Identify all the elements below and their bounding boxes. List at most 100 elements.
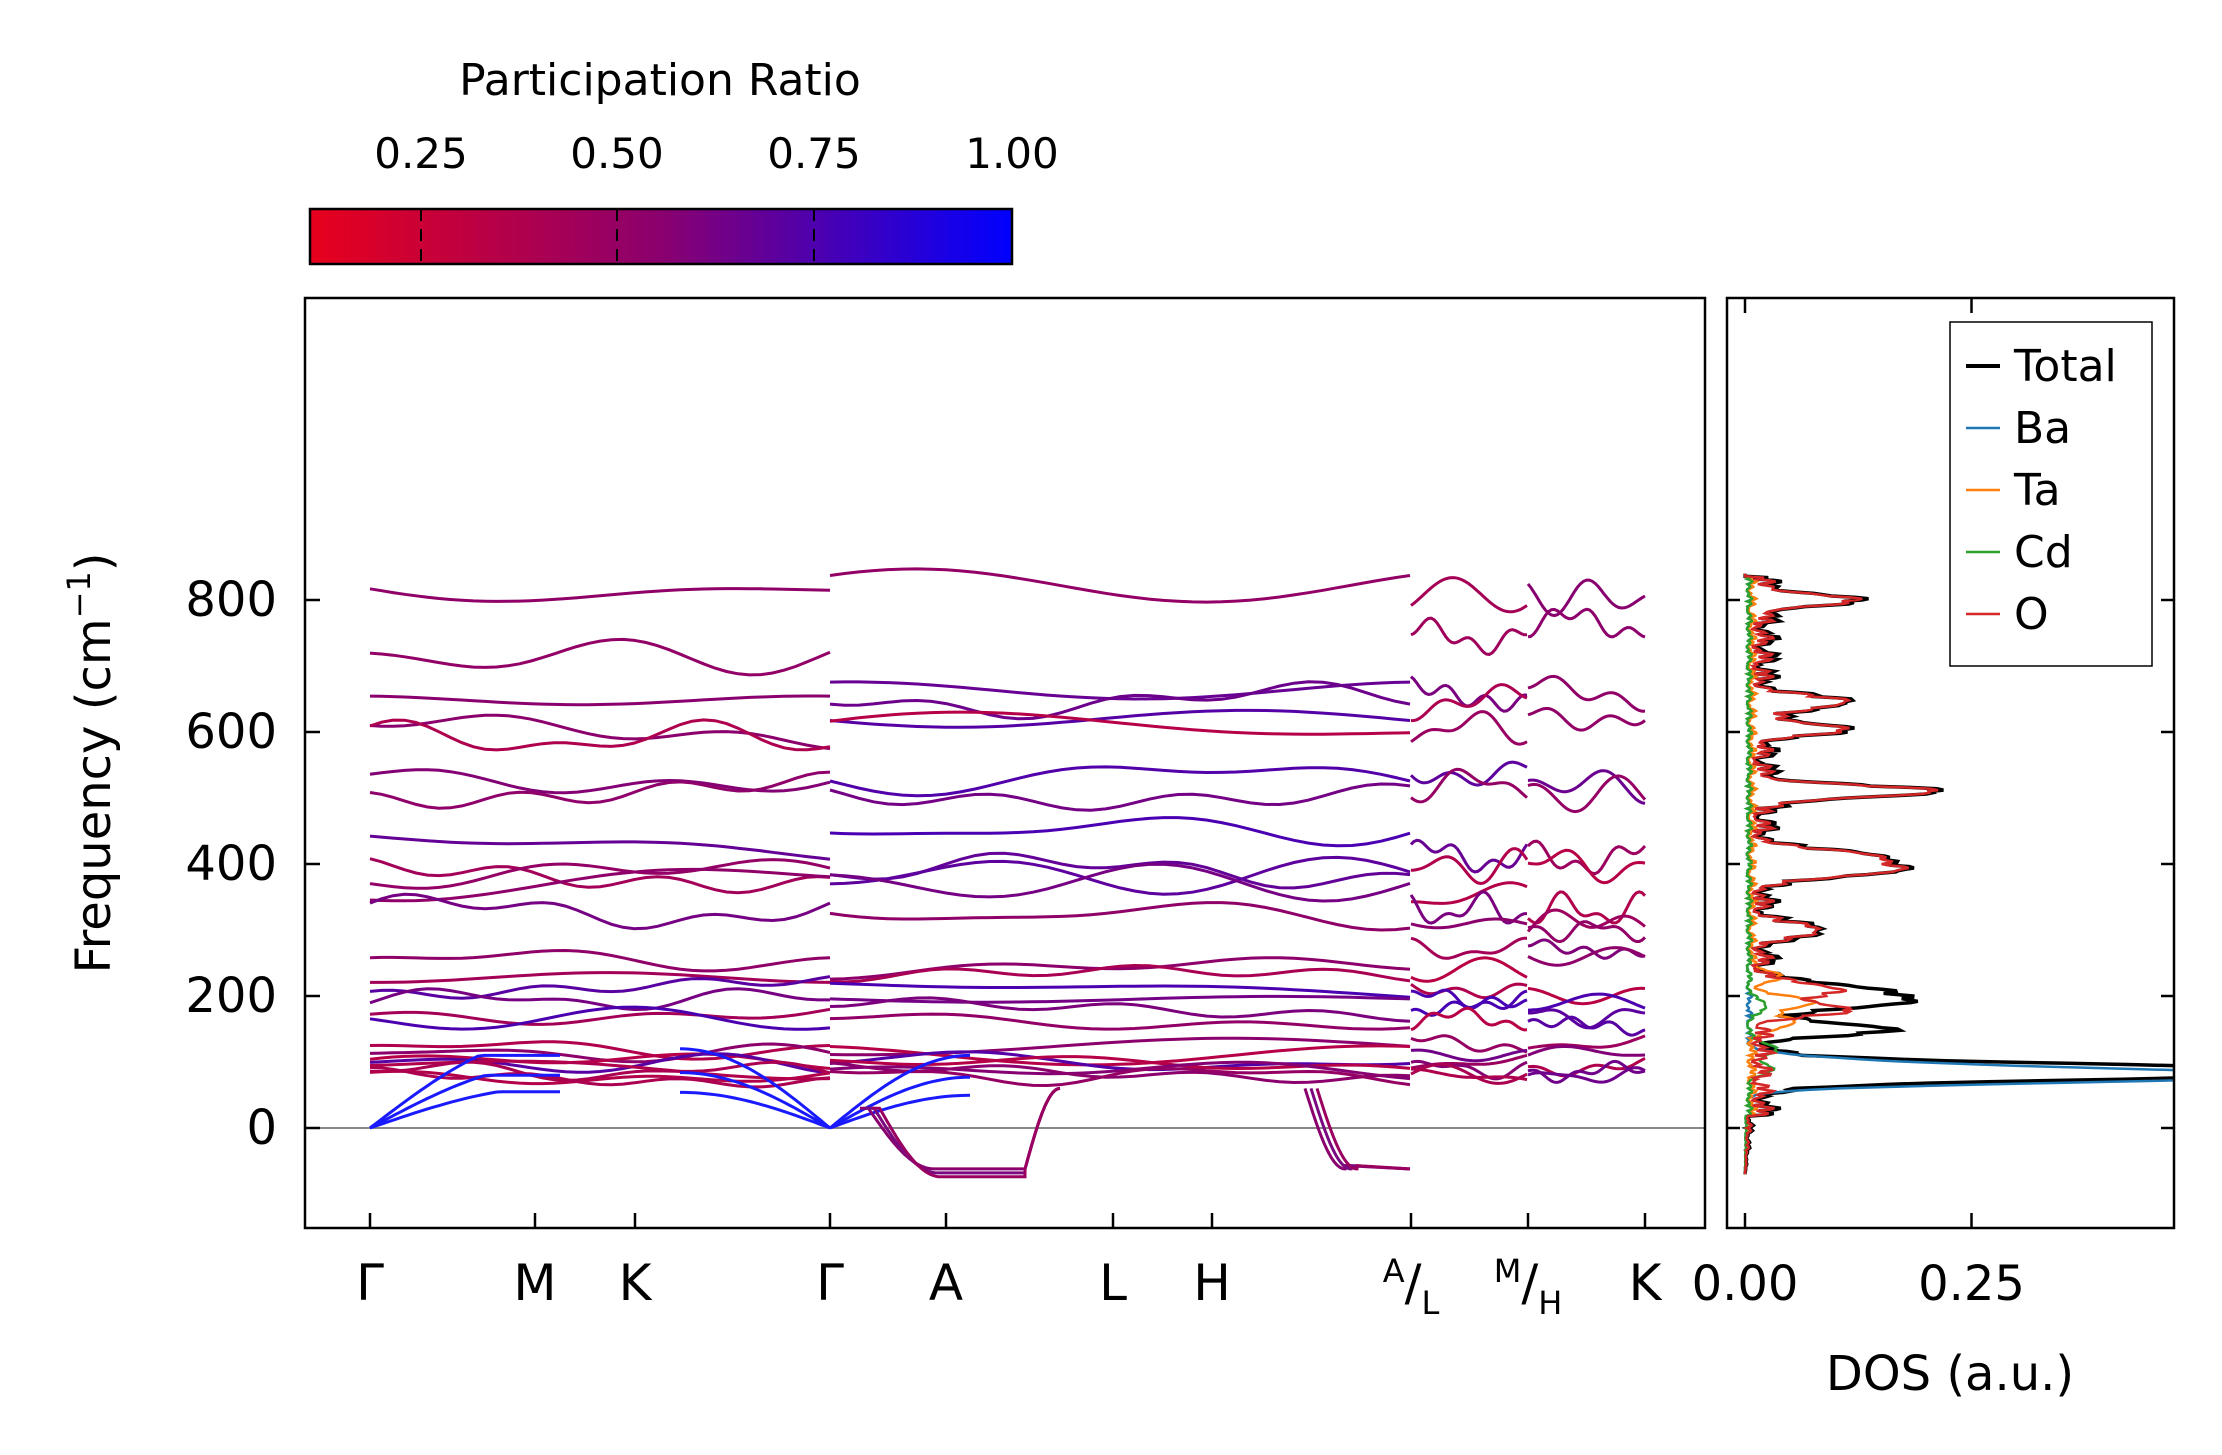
band-line (1410, 956, 1528, 983)
band-line (1410, 616, 1527, 656)
band-line (1411, 881, 1528, 905)
band-line (369, 834, 831, 861)
y-tick-label: 200 (185, 968, 277, 1024)
dos-lines (1741, 573, 2174, 1175)
legend-label: O (2014, 589, 2049, 640)
band-line (369, 975, 831, 1000)
dos-axes-frame (1725, 296, 2176, 1230)
band-line (1527, 774, 1647, 814)
band-line (829, 1066, 1411, 1088)
colorbar-tick-label: 1.00 (965, 129, 1059, 178)
band-line (829, 816, 1411, 848)
x-tick-superscript: A (1383, 1252, 1405, 1290)
x-tick-slash: / (1405, 1254, 1422, 1312)
band-line (1527, 1045, 1646, 1057)
x-tick-label: M/H (1494, 1252, 1563, 1322)
soft-mode-line (1315, 1087, 1411, 1171)
colorbar-title: Participation Ratio (459, 55, 861, 106)
acoustic-band-line (680, 1071, 831, 1130)
soft-mode-line (866, 1086, 1061, 1175)
x-tick-label: K (619, 1254, 653, 1312)
legend-label: Ta (2013, 465, 2061, 516)
band-line (829, 1012, 1411, 1031)
band-line (829, 862, 1411, 903)
band-line (829, 680, 1411, 701)
band-y-axis-label: Frequency (cm−1) (60, 552, 122, 973)
band-line (1527, 890, 1647, 925)
band-line (1527, 1059, 1646, 1084)
dos-panel: 0.00 0.25 DOS (a.u.) Total Ba Ta Cd O (1692, 296, 2176, 1402)
colorbar-tick-label: 0.75 (767, 129, 861, 178)
band-line (1410, 917, 1528, 930)
band-line (829, 901, 1411, 932)
acoustic-band-line (829, 1075, 970, 1130)
band-line (369, 948, 831, 973)
band-y-axis: 0 200 400 600 800 (185, 572, 320, 1156)
band-line (1410, 982, 1528, 1000)
band-line (829, 680, 1411, 721)
band-line (369, 1052, 831, 1075)
colorbar-ticks: 0.25 0.50 0.75 1.00 (374, 129, 1059, 264)
x-tick-label: K (1629, 1254, 1663, 1312)
band-line (1527, 992, 1646, 1012)
acoustic-band-line (369, 1090, 560, 1130)
acoustic-band-line (369, 1053, 560, 1130)
dos-x-axis: 0.00 0.25 (1692, 298, 2025, 1312)
band-line (829, 708, 1411, 729)
y-tick-label: 0 (246, 1100, 277, 1156)
band-line (1527, 1066, 1646, 1084)
band-line (1527, 946, 1646, 967)
band-line (1410, 1062, 1528, 1085)
band-line (369, 1005, 831, 1031)
band-line (1527, 1015, 1646, 1037)
acoustic-band-line (369, 1073, 560, 1130)
band-line (829, 782, 1411, 812)
band-line (1409, 760, 1528, 787)
legend-label: Cd (2014, 527, 2073, 578)
acoustic-band-line (829, 1093, 971, 1130)
x-tick-label: A/L (1383, 1252, 1440, 1322)
dos-x-axis-label: DOS (a.u.) (1826, 1346, 2074, 1402)
band-line (1527, 769, 1646, 805)
acoustic-band-line (829, 1053, 971, 1130)
band-line (369, 694, 831, 707)
band-line (829, 855, 1411, 896)
band-line (829, 996, 1411, 1023)
ylabel-close: ) (66, 552, 122, 571)
colorbar-tick-label: 0.50 (570, 129, 664, 178)
band-line (1410, 683, 1528, 723)
x-tick-subscript: L (1421, 1284, 1439, 1322)
band-line (1526, 908, 1646, 933)
colorbar-tick-label: 0.25 (374, 129, 468, 178)
y-tick-label: 400 (185, 836, 277, 892)
band-line (1527, 1034, 1646, 1050)
band-line (369, 857, 831, 895)
band-line (1527, 707, 1646, 732)
dos-y-axis (1727, 598, 2174, 1130)
band-line (1527, 986, 1646, 1006)
colorbar: Participation Ratio 0.25 0.50 0.75 1.00 (308, 55, 1059, 266)
band-line (829, 981, 1411, 999)
band-line (1527, 674, 1646, 713)
band-line (369, 770, 831, 810)
x-tick-slash: / (1521, 1254, 1538, 1312)
band-line (369, 867, 831, 903)
y-tick-label: 600 (185, 704, 277, 760)
band-line (369, 637, 831, 677)
band-line (829, 1060, 1411, 1081)
band-line (1410, 1006, 1528, 1032)
acoustic-band-line (680, 1090, 831, 1130)
band-line (1409, 838, 1529, 874)
band-axes-frame (303, 296, 1707, 1230)
x-tick-subscript: H (1538, 1284, 1562, 1322)
band-line (369, 1060, 831, 1082)
band-line (829, 567, 1411, 604)
legend-frame (1949, 321, 2153, 667)
band-line (1527, 607, 1646, 639)
band-line (1527, 848, 1646, 885)
dos-legend: Total Ba Ta Cd O (1949, 321, 2153, 667)
band-line (1409, 890, 1528, 925)
band-line (1410, 1048, 1528, 1063)
ylabel-superscript: −1 (60, 571, 98, 618)
